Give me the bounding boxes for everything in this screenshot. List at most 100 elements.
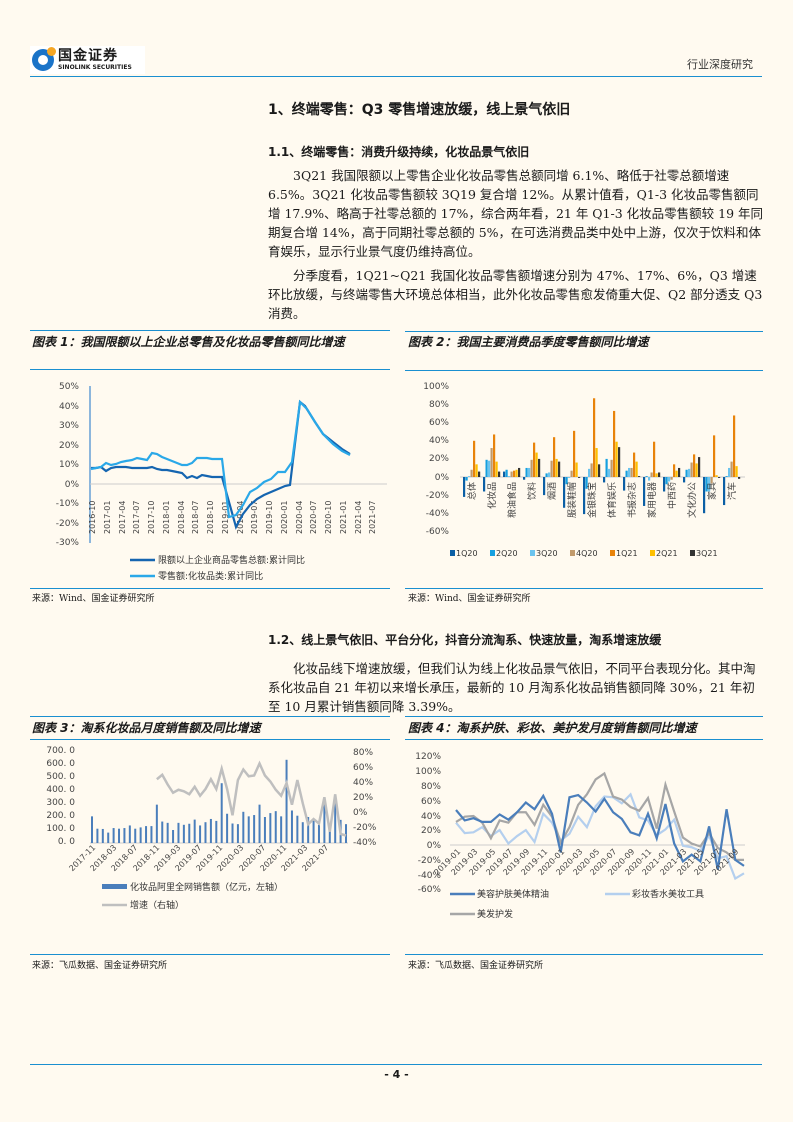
svg-text:中西药: 中西药 bbox=[666, 482, 678, 509]
svg-text:500. 0: 500. 0 bbox=[46, 772, 75, 782]
fig3-combo-chart: 700. 0 600. 0 500. 0 400. 0 300. 0 200. 0 100.… bbox=[46, 746, 377, 911]
fig4-title-line bbox=[405, 739, 763, 740]
svg-text:2Q20: 2Q20 bbox=[496, 549, 518, 558]
fig1-title: 图表 1：我国限额以上企业总零售及化妆品零售额同比增速 bbox=[32, 335, 345, 349]
svg-text:文化办公: 文化办公 bbox=[686, 482, 698, 518]
fig4-legend-2: 彩妆香水美妆工具 bbox=[632, 888, 704, 900]
svg-text:-20%: -20% bbox=[418, 856, 442, 866]
svg-text:体育娱乐: 体育娱乐 bbox=[606, 482, 618, 518]
svg-text:2016-10: 2016-10 bbox=[88, 501, 97, 534]
svg-text:家具: 家具 bbox=[706, 482, 718, 500]
svg-text:30%: 30% bbox=[59, 421, 79, 431]
svg-text:化妆品: 化妆品 bbox=[486, 482, 498, 509]
svg-text:2018-10: 2018-10 bbox=[206, 501, 215, 534]
svg-text:40%: 40% bbox=[429, 436, 449, 446]
svg-text:2019-01: 2019-01 bbox=[221, 501, 230, 534]
fig1-bottom-line bbox=[30, 588, 390, 589]
fig2-top-line bbox=[405, 331, 763, 332]
svg-text:烟酒: 烟酒 bbox=[546, 482, 558, 500]
svg-text:60%: 60% bbox=[353, 763, 373, 773]
svg-text:总体: 总体 bbox=[466, 482, 478, 500]
svg-text:2017-10: 2017-10 bbox=[147, 501, 156, 534]
logo-cn-text: 国金证券 bbox=[58, 48, 118, 64]
report-type: 行业深度研究 bbox=[687, 58, 753, 71]
paragraph-3: 化妆品线下增速放缓，但我们认为线上化妆品景气依旧，不同平台表现分化。其中淘系化妆… bbox=[268, 661, 756, 714]
svg-text:2017-01: 2017-01 bbox=[103, 501, 112, 534]
svg-text:-20%: -20% bbox=[426, 491, 450, 501]
section-title: 1、终端零售：Q3 零售增速放缓，线上景气依旧 bbox=[268, 102, 571, 118]
fig3-title: 图表 3：淘系化妆品月度销售额及同比增速 bbox=[32, 721, 261, 735]
fig3-bottom-line bbox=[30, 954, 390, 955]
svg-text:80%: 80% bbox=[353, 748, 373, 758]
svg-text:80%: 80% bbox=[421, 782, 441, 792]
svg-text:书报杂志: 书报杂志 bbox=[626, 482, 638, 518]
svg-text:2Q21: 2Q21 bbox=[656, 549, 678, 558]
fig2-bottom-line bbox=[405, 588, 763, 589]
fig4-top-line bbox=[405, 716, 763, 717]
fig3-title-line bbox=[30, 739, 390, 740]
svg-text:服装鞋帽: 服装鞋帽 bbox=[566, 482, 578, 518]
fig2-title: 图表 2：我国主要消费品季度零售额同比增速 bbox=[408, 335, 649, 349]
svg-text:60%: 60% bbox=[421, 797, 441, 807]
svg-text:2021-07: 2021-07 bbox=[368, 501, 377, 534]
svg-text:-60%: -60% bbox=[426, 527, 450, 537]
logo-icon bbox=[32, 47, 56, 71]
svg-text:2017-07: 2017-07 bbox=[132, 501, 141, 534]
subsection-1-2-title: 1.2、线上景气依旧、平台分化，抖音分流淘系、快速放量，淘系增速放缓 bbox=[268, 633, 662, 647]
svg-text:60%: 60% bbox=[429, 418, 449, 428]
svg-text:-20%: -20% bbox=[56, 519, 80, 529]
svg-text:2020-10: 2020-10 bbox=[324, 501, 333, 534]
fig1-legend-1: 限额以上企业商品零售总额:累计同比 bbox=[158, 554, 305, 566]
svg-text:汽车: 汽车 bbox=[726, 482, 738, 500]
svg-text:20%: 20% bbox=[353, 793, 373, 803]
svg-text:2019-07: 2019-07 bbox=[250, 501, 259, 534]
fig3-legend-1: 化妆品阿里全网销售额（亿元，左轴） bbox=[130, 881, 283, 893]
svg-text:-60%: -60% bbox=[418, 885, 442, 895]
svg-text:3Q20: 3Q20 bbox=[536, 549, 558, 558]
svg-text:120%: 120% bbox=[415, 752, 441, 762]
fig1-top-line bbox=[30, 330, 390, 331]
svg-text:2021-01: 2021-01 bbox=[339, 501, 348, 534]
svg-text:40%: 40% bbox=[353, 778, 373, 788]
paragraph-2: 分季度看，1Q21~Q21 我国化妆品零售额增速分别为 47%、17%、6%，Q… bbox=[268, 268, 763, 321]
svg-text:20%: 20% bbox=[59, 441, 79, 451]
fig3-top-line bbox=[30, 716, 390, 717]
svg-text:400. 0: 400. 0 bbox=[46, 785, 75, 795]
svg-text:粮油食品: 粮油食品 bbox=[506, 482, 518, 518]
svg-text:2020-04: 2020-04 bbox=[295, 501, 304, 534]
logo-en-text: SINOLINK SECURITIES bbox=[58, 64, 132, 71]
fig1-legend-2: 零售额:化妆品类:累计同比 bbox=[158, 570, 263, 582]
svg-text:0%: 0% bbox=[427, 841, 442, 851]
fig2-source: 来源：Wind、国金证券研究所 bbox=[408, 594, 531, 604]
svg-text:600. 0: 600. 0 bbox=[46, 759, 75, 769]
svg-text:-40%: -40% bbox=[353, 838, 377, 848]
fig4-title: 图表 4：淘系护肤、彩妆、美护发月度销售额同比增速 bbox=[408, 721, 697, 735]
subsection-1-1-title: 1.1、终端零售：消费升级持续，化妆品景气依旧 bbox=[268, 145, 530, 159]
company-logo: 国金证券 SINOLINK SECURITIES bbox=[30, 46, 145, 74]
fig1-title-line bbox=[30, 369, 390, 370]
fig4-legend-3: 美发护发 bbox=[477, 908, 513, 920]
svg-text:0%: 0% bbox=[65, 480, 80, 490]
footer-divider bbox=[30, 1064, 762, 1065]
svg-text:700. 0: 700. 0 bbox=[46, 746, 75, 756]
svg-text:2017-04: 2017-04 bbox=[118, 501, 127, 534]
svg-text:10%: 10% bbox=[59, 460, 79, 470]
svg-text:2018-07: 2018-07 bbox=[191, 501, 200, 534]
svg-text:1Q21: 1Q21 bbox=[616, 549, 638, 558]
fig2-title-line bbox=[405, 370, 763, 371]
fig4-line-chart: 120%100%80%60%40%20%0%-20%-40%-60% 2019-… bbox=[415, 752, 745, 920]
svg-text:0%: 0% bbox=[353, 808, 368, 818]
svg-text:1Q20: 1Q20 bbox=[456, 549, 478, 558]
svg-text:80%: 80% bbox=[429, 400, 449, 410]
fig4-source: 来源：飞瓜数据、国金证券研究所 bbox=[408, 961, 544, 971]
header-divider bbox=[30, 76, 762, 77]
svg-text:2018-04: 2018-04 bbox=[177, 501, 186, 534]
svg-text:2018-01: 2018-01 bbox=[162, 501, 171, 534]
page-number: - 4 - bbox=[384, 1068, 409, 1081]
svg-text:-40%: -40% bbox=[426, 509, 450, 519]
svg-text:-40%: -40% bbox=[418, 871, 442, 881]
fig3-source: 来源：飞瓜数据、国金证券研究所 bbox=[32, 961, 168, 971]
svg-text:-10%: -10% bbox=[56, 499, 80, 509]
svg-text:200. 0: 200. 0 bbox=[46, 811, 75, 821]
svg-text:40%: 40% bbox=[421, 812, 441, 822]
